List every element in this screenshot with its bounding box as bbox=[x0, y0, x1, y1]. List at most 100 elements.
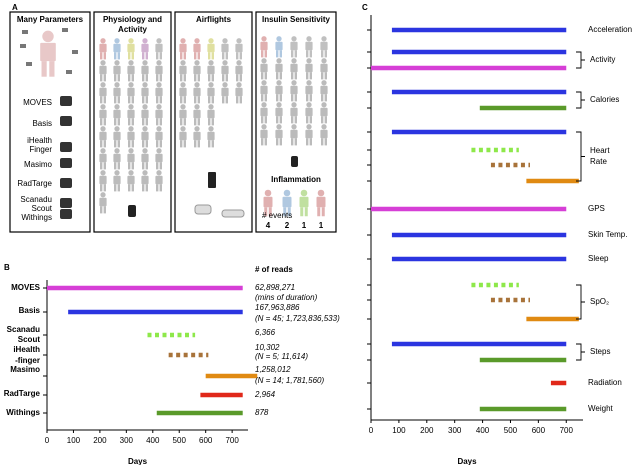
person-leg bbox=[100, 74, 103, 82]
person-head bbox=[261, 58, 267, 64]
person-leg bbox=[321, 116, 324, 124]
group-bracket bbox=[576, 343, 585, 361]
person-body bbox=[193, 87, 201, 97]
person-head bbox=[156, 104, 162, 110]
person-body bbox=[260, 85, 268, 95]
person-leg bbox=[264, 50, 267, 58]
row-label: Sleep bbox=[588, 254, 609, 263]
person-leg bbox=[128, 184, 131, 192]
row-label: SpO₂ bbox=[590, 297, 609, 306]
person-leg bbox=[225, 52, 228, 60]
person-head bbox=[208, 104, 214, 110]
person-body bbox=[305, 63, 313, 73]
person-head bbox=[321, 58, 327, 64]
person-body bbox=[179, 87, 187, 97]
person-leg bbox=[117, 118, 120, 126]
person-body bbox=[221, 43, 229, 53]
person-body bbox=[99, 43, 107, 53]
person-leg bbox=[142, 162, 145, 170]
person-head bbox=[208, 82, 214, 88]
row-label: Activity bbox=[590, 55, 615, 64]
person-leg bbox=[208, 96, 211, 104]
person-head bbox=[114, 126, 120, 132]
person-head bbox=[114, 170, 120, 176]
reads-value: 167,963,886 bbox=[255, 303, 300, 312]
person-body bbox=[320, 63, 328, 73]
person-body bbox=[141, 131, 149, 141]
person-leg bbox=[142, 184, 145, 192]
person-body bbox=[99, 153, 107, 163]
person-leg bbox=[117, 96, 120, 104]
person-head bbox=[306, 80, 312, 86]
person-body bbox=[155, 131, 163, 141]
person-leg bbox=[300, 207, 304, 217]
person-leg bbox=[306, 50, 309, 58]
person-head bbox=[194, 38, 200, 44]
person-body bbox=[290, 129, 298, 139]
reads-value: 6,366 bbox=[255, 328, 276, 337]
person-leg bbox=[156, 74, 159, 82]
x-tick-label: 200 bbox=[420, 426, 434, 435]
person-leg bbox=[294, 94, 297, 102]
person-head bbox=[156, 38, 162, 44]
person-head bbox=[156, 170, 162, 176]
panel-letter: C bbox=[362, 3, 368, 12]
person-body bbox=[260, 129, 268, 139]
person-leg bbox=[128, 96, 131, 104]
person-leg bbox=[117, 52, 120, 60]
person-leg bbox=[100, 140, 103, 148]
person-leg bbox=[103, 162, 106, 170]
person-leg bbox=[180, 96, 183, 104]
reads-value: (N = 14; 1,781,560) bbox=[255, 376, 324, 385]
device-label: Masimo bbox=[24, 160, 53, 169]
person-leg bbox=[145, 118, 148, 126]
person-body bbox=[207, 87, 215, 97]
person-leg bbox=[156, 184, 159, 192]
row-label: RadTarge bbox=[4, 389, 41, 398]
person-leg bbox=[309, 138, 312, 146]
person-body bbox=[305, 107, 313, 117]
x-tick-label: 0 bbox=[369, 426, 374, 435]
box-title: Insulin Sensitivity bbox=[262, 15, 331, 24]
person-body bbox=[207, 131, 215, 141]
person-leg bbox=[306, 94, 309, 102]
person-leg bbox=[117, 162, 120, 170]
person-body bbox=[179, 109, 187, 119]
person-head bbox=[100, 126, 106, 132]
person-leg bbox=[321, 138, 324, 146]
x-tick-label: 600 bbox=[532, 426, 546, 435]
person-leg bbox=[264, 94, 267, 102]
person-body bbox=[193, 65, 201, 75]
device-icon bbox=[60, 142, 72, 152]
person-head bbox=[222, 38, 228, 44]
person-head bbox=[222, 60, 228, 66]
watch-icon bbox=[128, 205, 136, 217]
person-leg bbox=[100, 206, 103, 214]
person-head bbox=[276, 102, 282, 108]
x-tick-label: 700 bbox=[225, 436, 239, 445]
person-leg bbox=[309, 94, 312, 102]
person-body bbox=[275, 107, 283, 117]
person-leg bbox=[309, 50, 312, 58]
row-label: Masimo bbox=[10, 365, 40, 374]
row-label: Rate bbox=[590, 157, 607, 166]
person-leg bbox=[239, 74, 242, 82]
person-body bbox=[299, 196, 309, 208]
person-leg bbox=[114, 162, 117, 170]
events-label: # events bbox=[262, 211, 292, 220]
person-body bbox=[127, 131, 135, 141]
person-leg bbox=[211, 140, 214, 148]
person-head bbox=[276, 58, 282, 64]
person-leg bbox=[194, 96, 197, 104]
person-leg bbox=[236, 96, 239, 104]
person-leg bbox=[324, 116, 327, 124]
person-head bbox=[208, 38, 214, 44]
person-body bbox=[275, 85, 283, 95]
person-head bbox=[100, 38, 106, 44]
person-leg bbox=[159, 118, 162, 126]
person-leg bbox=[128, 52, 131, 60]
person-head bbox=[291, 80, 297, 86]
person-leg bbox=[156, 118, 159, 126]
person-leg bbox=[291, 116, 294, 124]
